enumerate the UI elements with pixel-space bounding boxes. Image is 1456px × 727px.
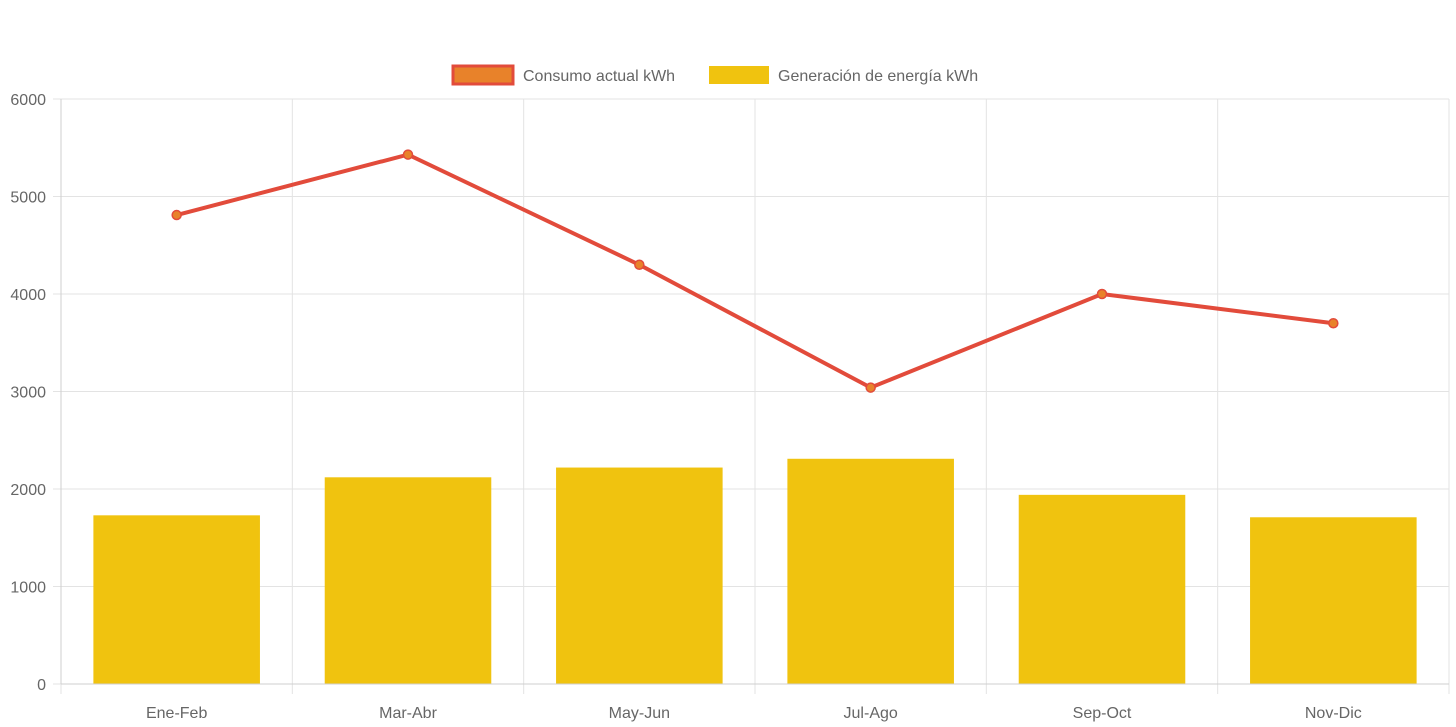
legend: Consumo actual kWh Generación de energía… (451, 64, 978, 86)
x-tick-label: Sep-Oct (1073, 705, 1132, 722)
grid-layer (53, 98, 1450, 694)
line-point[interactable] (171, 209, 182, 221)
bar[interactable] (1018, 494, 1186, 684)
y-tick-label: 1000 (10, 580, 46, 597)
x-tick-label: Ene-Feb (146, 705, 207, 722)
line-series-layer (171, 149, 1339, 393)
bar[interactable] (787, 458, 954, 684)
legend-swatch-generacion (709, 66, 769, 84)
bar[interactable] (324, 477, 492, 684)
legend-label-generacion: Generación de energía kWh (778, 68, 978, 85)
line-point[interactable] (634, 259, 645, 270)
legend-item-consumo[interactable]: Consumo actual kWh (451, 64, 675, 86)
bar[interactable] (1250, 517, 1417, 684)
bar[interactable] (556, 467, 723, 684)
line-point[interactable] (402, 149, 414, 160)
y-tick-label: 5000 (10, 190, 46, 207)
y-tick-label: 6000 (10, 92, 46, 109)
legend-label-consumo: Consumo actual kWh (523, 68, 675, 85)
legend-item-generacion[interactable]: Generación de energía kWh (709, 66, 978, 85)
bar[interactable] (93, 515, 260, 684)
line-point[interactable] (1328, 318, 1339, 329)
line-point[interactable] (1096, 288, 1108, 300)
y-tick-label: 4000 (10, 287, 46, 304)
axis-layer: 0 1000 2000 3000 4000 5000 6000 Ene-Feb Mar-Abr M… (10, 92, 1449, 722)
y-tick-label: 2000 (10, 482, 46, 499)
legend-swatch-consumo (451, 64, 515, 86)
x-tick-label: Jul-Ago (844, 705, 898, 722)
y-tick-label: 3000 (10, 385, 46, 402)
line-point[interactable] (865, 382, 876, 393)
series-line (176, 152, 1334, 390)
y-tick-label: 0 (37, 677, 46, 694)
bar-series-layer (93, 458, 1417, 684)
x-tick-label: Mar-Abr (379, 705, 437, 722)
x-tick-label: Nov-Dic (1305, 705, 1362, 722)
x-tick-label: May-Jun (609, 705, 670, 722)
